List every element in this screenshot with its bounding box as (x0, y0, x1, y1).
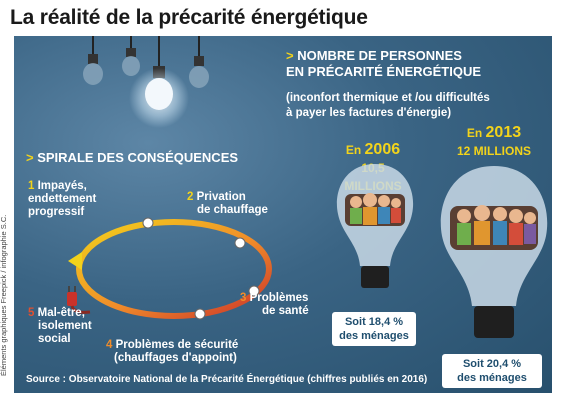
graphic-credit: Éléments graphiques Freepick / infograph… (0, 214, 8, 376)
spiral-step-1: 1 Impayés, endettement progressif (28, 180, 97, 218)
spiral-heading-text: SPIRALE DES CONSÉQUENCES (37, 150, 239, 165)
infographic-panel: > NOMBRE DE PERSONNES EN PRÉCARITÉ ÉNERG… (14, 36, 552, 393)
spiral-heading: > SPIRALE DES CONSÉQUENCES (26, 150, 238, 166)
year-2013-label: En 2013 12 MILLIONS (456, 124, 531, 158)
source-note: Source : Observatoire National de la Pré… (26, 374, 428, 385)
share-2006-box: Soit 18,4 % des ménages (332, 312, 416, 346)
bulb-2006-illustration (336, 164, 414, 288)
plug-icon (67, 286, 91, 314)
people-subheading: (inconfort thermique et /ou difficultés … (286, 91, 490, 121)
spiral-step-2: 2 Privation de chauffage (187, 191, 268, 216)
hanging-bulbs-illustration (83, 36, 209, 128)
share-2013-line1: Soit 20,4 % (462, 358, 522, 370)
spiral-heading-arrow: > (26, 150, 34, 165)
spiral-node-3 (248, 285, 260, 297)
page-title: La réalité de la précarité énergétique (10, 6, 368, 29)
bulb-2013-illustration (440, 166, 548, 338)
people-heading-line1: NOMBRE DE PERSONNES (297, 48, 462, 63)
people-heading: > NOMBRE DE PERSONNES EN PRÉCARITÉ ÉNERG… (286, 48, 481, 80)
year-2006: 2006 (364, 141, 401, 158)
share-2013-line2: des ménages (457, 372, 527, 384)
count-2013: 12 MILLIONS (456, 144, 531, 158)
people-sub-line2: à payer les factures d'énergie) (286, 107, 452, 119)
spiral-step-4: 4 Problèmes de sécurité (chauffages d'ap… (106, 339, 239, 364)
spiral-node-4 (194, 308, 206, 320)
spiral-node-1 (142, 217, 154, 229)
consequence-spiral (67, 217, 272, 320)
share-2006-line1: Soit 18,4 % (344, 316, 404, 328)
year-2013: 2013 (485, 124, 522, 141)
share-2006-line2: des ménages (339, 330, 409, 342)
spiral-step-5: 5 Mal-être, isolement social (28, 307, 92, 345)
people-sub-line1: (inconfort thermique et /ou difficultés (286, 92, 490, 104)
people-heading-line2: EN PRÉCARITÉ ÉNERGÉTIQUE (286, 64, 482, 79)
spiral-step-3: 3 Problèmes de santé (240, 292, 309, 317)
share-2013-box: Soit 20,4 % des ménages (442, 354, 542, 388)
heading-arrow: > (286, 48, 294, 63)
spiral-node-2 (234, 237, 246, 249)
